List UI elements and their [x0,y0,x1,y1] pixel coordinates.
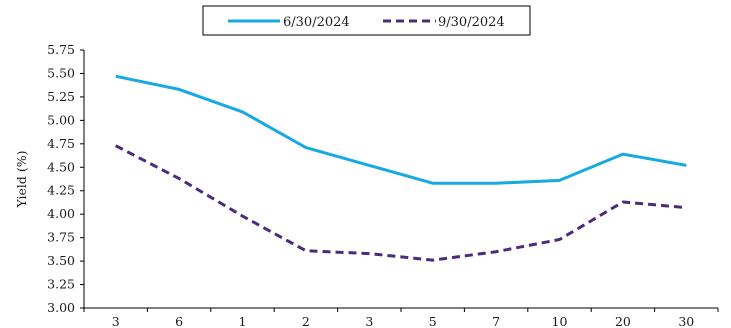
y-tick-label: 5.00 [47,112,75,127]
y-tick-label: 4.00 [47,206,75,221]
y-tick-label: 5.75 [47,42,75,57]
legend-label-series-1: 6/30/2024 [283,15,350,30]
y-tick-label: 3.50 [47,253,75,268]
series-1-point [241,110,244,113]
series-1-point [495,182,498,185]
x-tick-label: 30 [678,314,694,328]
series-1-point [621,153,624,156]
series-1-point [431,182,434,185]
y-tick-label: 5.25 [47,89,75,104]
y-tick-label: 3.75 [47,230,75,245]
y-axis-ticks: 3.00 3.25 3.50 3.75 4.00 4.25 4.50 4.75 5.00 5.25… [47,42,84,315]
x-tick-label: 20 [615,314,631,328]
series-2-point [558,238,561,241]
x-tick-label: 10 [552,314,568,328]
x-tick-label: 1 [239,314,247,328]
y-tick-label: 4.25 [47,183,75,198]
series-2-point [685,206,688,209]
x-tick-label: 6 [175,314,183,328]
series-1-point [685,164,688,167]
y-axis-title: Yield (%) [14,150,29,208]
series-2-point [178,177,181,180]
series-1-point [304,146,307,149]
series-1-point [178,88,181,91]
x-axis-ticks: 3 6 1 2 3 5 7 10 20 30 [83,308,719,328]
series-2-point [241,215,244,218]
x-tick-label: 7 [492,314,500,328]
series-line-2 [115,144,687,262]
x-tick-label: 3 [365,314,373,328]
series-layer [114,74,688,262]
series-1-point [368,164,371,167]
x-tick-label: 3 [112,314,120,328]
y-tick-label: 3.00 [47,300,75,315]
x-tick-label: 5 [429,314,437,328]
series-2-point [368,252,371,255]
y-tick-label: 4.75 [47,136,75,151]
y-tick-label: 5.50 [47,65,75,80]
legend: 6/30/2024 9/30/2024 [202,5,531,36]
y-tick-label: 3.25 [47,277,75,292]
series-2-point [495,250,498,253]
series-1-point [114,75,117,78]
legend-label-series-2: 9/30/2024 [438,15,505,30]
series-1-point [558,179,561,182]
series-line-1 [115,74,687,185]
x-tick-label: 2 [302,314,310,328]
series-2-point [304,249,307,252]
series-2-point [431,259,434,262]
y-tick-label: 4.50 [47,159,75,174]
series-2-point [621,200,624,203]
series-2-point [114,144,117,147]
